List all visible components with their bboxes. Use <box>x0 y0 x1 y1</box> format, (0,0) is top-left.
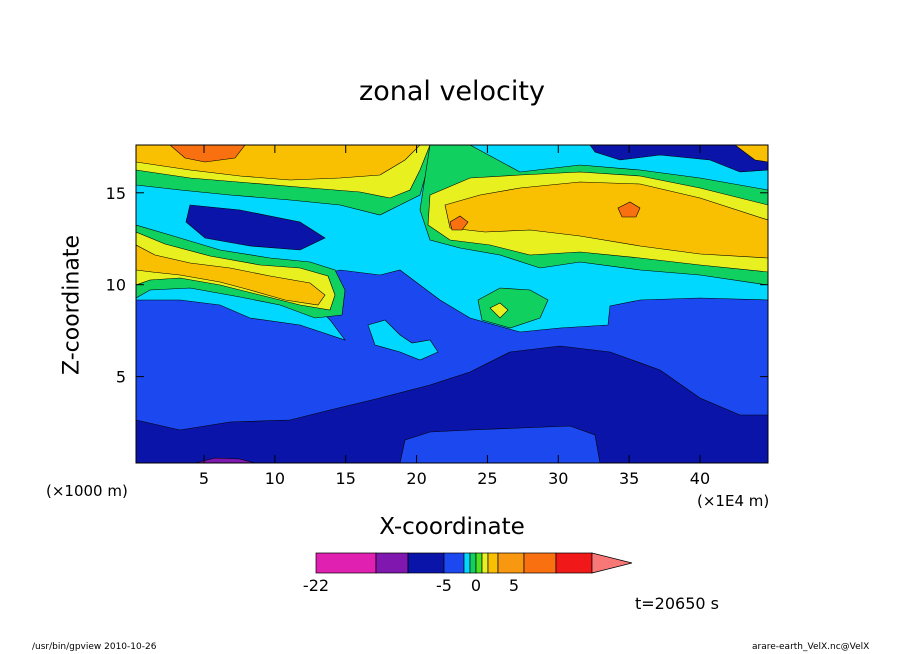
lower-blue-pool <box>399 425 601 463</box>
bottom-purple-sliver <box>194 457 256 463</box>
left-jet-orange <box>136 244 326 306</box>
colorbar-label: -22 <box>303 576 329 595</box>
y-axis-ticks: 5 10 15 <box>106 184 768 387</box>
y-axis-label: Z-coordinate <box>59 235 85 375</box>
upper-right-dark-core <box>589 145 768 173</box>
y-tick-label: 10 <box>106 276 126 295</box>
colorbar-segment <box>469 552 477 574</box>
x-tick-label: 10 <box>265 469 285 488</box>
colorbar-segment <box>523 552 557 574</box>
x-tick-label: 15 <box>336 469 356 488</box>
lower-dark-band <box>136 345 768 463</box>
footer-right: arare-earth_VelX.nc@VelX <box>752 642 870 652</box>
plot-frame <box>135 144 769 464</box>
colorbar-segment <box>443 552 465 574</box>
colorbar-label: 5 <box>509 576 519 595</box>
upper-right-jet-core <box>617 201 641 218</box>
colorbar-segment <box>463 552 471 574</box>
x-tick-label: 35 <box>619 469 639 488</box>
chart-title: zonal velocity <box>359 76 545 107</box>
upper-right-corner-jet <box>734 145 768 163</box>
colorbar: -22 -5 0 5 <box>303 552 633 595</box>
upper-left-dark-core <box>185 204 326 251</box>
y-tick-label: 5 <box>116 368 126 387</box>
colorbar-segment <box>497 552 525 574</box>
x-units-label: (×1E4 m) <box>697 492 770 510</box>
colorbar-segment <box>555 552 593 574</box>
colorbar-label: 0 <box>471 576 481 595</box>
colorbar-extend-arrow <box>591 552 633 574</box>
x-axis-label: X-coordinate <box>379 514 525 540</box>
x-tick-label: 20 <box>406 469 426 488</box>
colorbar-segment <box>487 552 499 574</box>
colorbar-segment <box>407 552 445 574</box>
central-yellow-blob <box>489 302 509 319</box>
colorbar-segment <box>475 552 483 574</box>
upper-left-jet-core <box>169 145 246 163</box>
small-cyan-blob <box>367 319 439 361</box>
colorbar-segment <box>375 552 409 574</box>
x-tick-label: 25 <box>477 469 497 488</box>
contour-field <box>136 145 768 463</box>
footer-left: /usr/bin/gpview 2010-10-26 <box>32 642 157 652</box>
upper-right-jet-orange <box>444 181 768 259</box>
y-tick-label: 15 <box>106 184 126 203</box>
colorbar-label: -5 <box>436 576 452 595</box>
upper-right-jet-core-2 <box>449 215 469 231</box>
x-axis-ticks: 5 10 15 20 25 30 35 40 <box>199 145 710 488</box>
central-green-blob <box>477 287 549 329</box>
time-label: t=20650 s <box>635 594 719 613</box>
x-tick-label: 5 <box>199 469 209 488</box>
colorbar-segment <box>481 552 489 574</box>
x-tick-label: 30 <box>548 469 568 488</box>
x-tick-label: 40 <box>690 469 710 488</box>
colorbar-segment <box>315 552 377 574</box>
z-units-label: (×1000 m) <box>46 482 128 500</box>
